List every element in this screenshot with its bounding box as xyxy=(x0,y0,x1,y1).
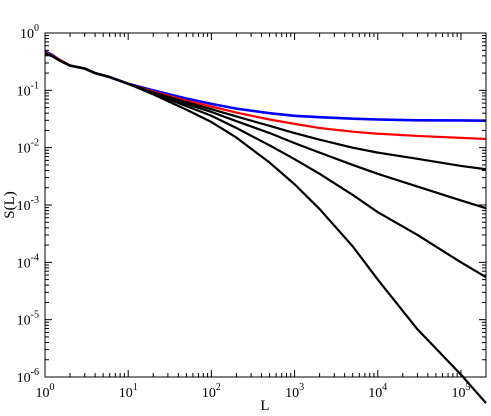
y-axis-label: S(L) xyxy=(2,191,18,219)
x-tick-label-1: 101 xyxy=(119,382,138,401)
y-tick-label-5: 10-5 xyxy=(17,310,39,329)
y-tick-label-6: 10-6 xyxy=(17,367,39,386)
tick-layer: 100 101 102 103 104 105 100 10-1 10-2 10-3 10-4 10-… xyxy=(17,23,487,401)
y-tick-label-2: 10-2 xyxy=(17,138,39,157)
series-line-6 xyxy=(44,52,487,404)
y-tick-label-3: 10-3 xyxy=(17,195,39,214)
x-tick-label-2: 102 xyxy=(202,382,221,401)
y-tick-label-1: 10-1 xyxy=(17,80,39,99)
x-tick-label-0: 100 xyxy=(36,382,55,401)
y-tick-label-4: 10-4 xyxy=(17,252,39,271)
series-layer xyxy=(44,50,487,404)
x-tick-label-4: 104 xyxy=(368,382,387,401)
x-tick-label-5: 105 xyxy=(451,382,470,401)
y-tick-label-0: 100 xyxy=(20,23,39,42)
x-axis-label: L xyxy=(260,398,269,414)
x-tick-label-3: 103 xyxy=(285,382,304,401)
